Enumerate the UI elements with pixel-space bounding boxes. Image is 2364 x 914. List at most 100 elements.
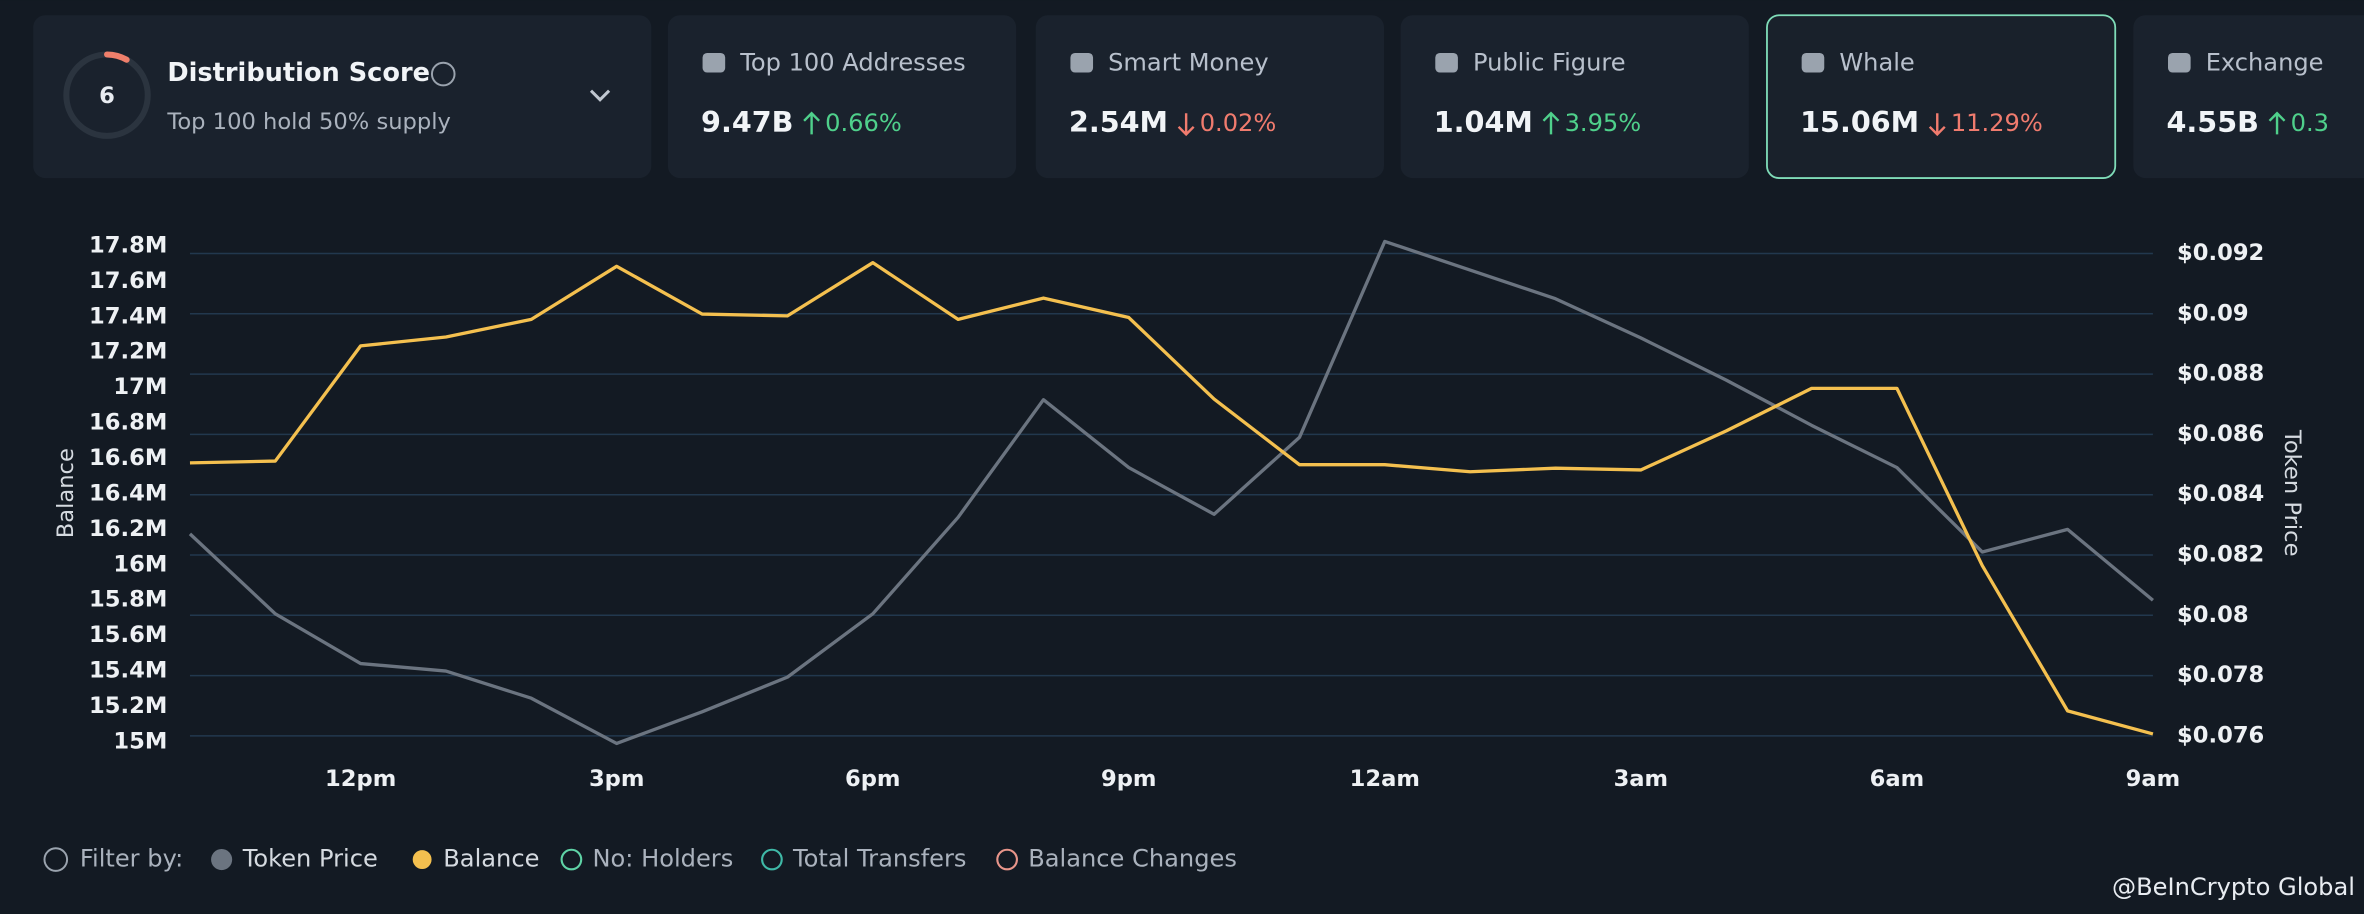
legend: Filter by: Token Price Balance No: Holders… bbox=[43, 845, 1237, 873]
card-change: 11.29% bbox=[1951, 109, 2043, 137]
legend-item[interactable]: Token Price bbox=[211, 845, 378, 873]
y2-tick-label: $0.09 bbox=[2177, 300, 2249, 326]
watermark: @BeInCrypto Global bbox=[2112, 873, 2355, 901]
y-tick-label: 17.2M bbox=[89, 339, 167, 365]
legend-swatch bbox=[211, 848, 233, 871]
card-icon bbox=[1435, 52, 1458, 73]
card-label: Exchange bbox=[2206, 49, 2324, 77]
card-change: 0.3 bbox=[2291, 109, 2329, 137]
y-tick-label: 17.8M bbox=[89, 232, 167, 258]
x-tick-label: 6pm bbox=[845, 766, 900, 792]
card-label: Top 100 Addresses bbox=[739, 49, 965, 77]
cards: Top 100 Addresses 9.47B 0.66% Smart Money 2.… bbox=[667, 14, 2364, 179]
x-tick-label: 9am bbox=[2126, 766, 2181, 792]
y2-tick-label: $0.08 bbox=[2177, 602, 2249, 628]
y-tick-label: 15M bbox=[113, 728, 167, 754]
y2-tick-label: $0.076 bbox=[2177, 722, 2264, 748]
card-label: Public Figure bbox=[1473, 49, 1626, 77]
filter-label: Filter by: bbox=[80, 845, 183, 873]
filter-label: Total Transfers bbox=[792, 845, 966, 873]
card-change: 0.66% bbox=[825, 109, 902, 137]
card-icon bbox=[1070, 52, 1094, 73]
y-axis-label: Balance bbox=[53, 448, 79, 538]
y2-tick-label: $0.082 bbox=[2177, 541, 2264, 567]
y-tick-label: 15.4M bbox=[89, 658, 167, 684]
legend-label: Balance bbox=[443, 845, 539, 873]
y-tick-label: 17.6M bbox=[89, 268, 167, 294]
chevron bbox=[589, 89, 611, 102]
metric-card[interactable]: Exchange 4.55B 0.3 bbox=[2133, 15, 2364, 179]
info-icon bbox=[430, 61, 456, 87]
x-tick-label: 3pm bbox=[589, 766, 644, 792]
card-bg bbox=[1035, 15, 1385, 179]
filter-item[interactable]: No: Holders bbox=[560, 845, 734, 873]
card-label: Whale bbox=[1839, 49, 1914, 77]
y2-tick-label: $0.078 bbox=[2177, 662, 2264, 688]
info-icon bbox=[43, 847, 69, 872]
x-tick-label: 6am bbox=[1870, 766, 1925, 792]
series-line bbox=[188, 239, 2154, 746]
y-tick-label: 17M bbox=[113, 374, 167, 400]
change-arrow bbox=[1542, 111, 1560, 135]
card-value: 2.54M bbox=[1069, 105, 1168, 139]
metric-card[interactable]: Smart Money 2.54M 0.02% bbox=[1035, 15, 1385, 179]
y-tick-label: 15.6M bbox=[89, 622, 167, 648]
filter-item[interactable]: Total Transfers bbox=[761, 845, 967, 873]
y-tick-label: 17.4M bbox=[89, 303, 167, 329]
card-icon bbox=[702, 52, 726, 73]
filter-item[interactable]: Balance Changes bbox=[996, 845, 1237, 873]
card-bg bbox=[2133, 15, 2364, 179]
x-tick-label: 3am bbox=[1614, 766, 1669, 792]
series-line bbox=[189, 261, 2154, 736]
card-change: 0.02% bbox=[1200, 109, 1277, 137]
change-arrow bbox=[803, 111, 820, 135]
card-bg bbox=[667, 15, 1017, 179]
filter-label: No: Holders bbox=[593, 845, 734, 873]
x-tick-label: 12pm bbox=[325, 766, 396, 792]
card-value: 1.04M bbox=[1434, 105, 1533, 139]
legend-label: Token Price bbox=[242, 845, 378, 873]
card-value: 4.55B bbox=[2166, 105, 2258, 139]
y-tick-label: 16.4M bbox=[89, 480, 167, 506]
x-tick-label: 12am bbox=[1350, 766, 1420, 792]
legend-item[interactable]: Balance bbox=[412, 845, 540, 873]
card-value: 15.06M bbox=[1800, 105, 1919, 139]
chart: Balance Token Price $0.076 $0.078 $0.08 $0.… bbox=[53, 232, 2305, 792]
y-tick-label: 16.8M bbox=[89, 410, 167, 436]
y2-tick-label: $0.088 bbox=[2177, 361, 2264, 387]
card-bg bbox=[1766, 14, 2117, 179]
legend-swatch bbox=[412, 850, 432, 869]
x-tick-label: 9pm bbox=[1101, 766, 1156, 792]
y2-tick-label: $0.092 bbox=[2177, 240, 2264, 266]
card-label: Smart Money bbox=[1108, 49, 1269, 77]
card-icon bbox=[1801, 52, 1825, 73]
y-tick-label: 16M bbox=[113, 551, 167, 577]
card-value: 9.47B bbox=[701, 105, 793, 139]
metric-card[interactable]: Public Figure 1.04M 3.95% bbox=[1400, 15, 1749, 179]
y-tick-label: 15.2M bbox=[89, 693, 167, 719]
score-card[interactable]: 6 Distribution Score Top 100 hold 50% su… bbox=[33, 15, 652, 179]
y2-axis-label: Token Price bbox=[2279, 429, 2305, 557]
y2-tick-label: $0.086 bbox=[2177, 421, 2264, 447]
card-change: 3.95% bbox=[1565, 109, 1642, 137]
metric-card[interactable]: Top 100 Addresses 9.47B 0.66% bbox=[667, 15, 1017, 179]
gauge-arc bbox=[104, 51, 130, 63]
y2-tick-label: $0.084 bbox=[2177, 481, 2264, 507]
y-tick-label: 15.8M bbox=[89, 587, 167, 613]
metric-card[interactable]: Whale 15.06M 11.29% bbox=[1766, 14, 2117, 179]
filter-swatch bbox=[996, 848, 1018, 871]
score-subtitle: Top 100 hold 50% supply bbox=[166, 109, 451, 135]
y-tick-label: 16.6M bbox=[89, 445, 167, 471]
filter-swatch bbox=[560, 848, 583, 871]
y-tick-label: 16.2M bbox=[89, 516, 167, 542]
change-arrow bbox=[1177, 113, 1195, 137]
score-title: Distribution Score bbox=[167, 58, 430, 88]
change-arrow bbox=[1928, 113, 1946, 137]
card-bg bbox=[1400, 15, 1749, 179]
score: 6 bbox=[99, 83, 115, 109]
card-icon bbox=[2168, 52, 2191, 73]
filter-swatch bbox=[761, 848, 783, 871]
card-bg bbox=[33, 15, 652, 179]
